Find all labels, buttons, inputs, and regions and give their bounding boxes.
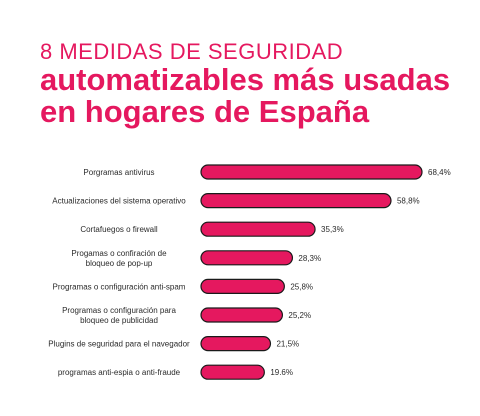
bar <box>200 278 285 294</box>
category-label: Cortafuegos o firewall <box>80 225 158 234</box>
bar <box>200 193 392 209</box>
bar-value-label: 21,5% <box>276 340 299 349</box>
bar-value-label: 58,8% <box>397 197 420 206</box>
category-label: programas anti-espia o anti-fraude <box>58 368 181 377</box>
category-label: Plugins de seguridad para el navegador <box>48 340 190 349</box>
title-line-3: en hogares de España <box>40 94 370 129</box>
category-label: Progamas o confiración de <box>71 249 167 258</box>
category-label: Programas o configuración anti-spam <box>53 282 186 291</box>
bar <box>200 307 284 323</box>
bar <box>200 164 423 180</box>
bar-value-label: 68,4% <box>428 168 451 177</box>
bar <box>200 250 294 266</box>
bar-value-label: 25,2% <box>288 311 311 320</box>
category-label: Actualizaciones del sistema operativo <box>52 197 186 206</box>
bar <box>200 221 316 237</box>
bar-value-label: 25,8% <box>290 282 313 291</box>
category-label: bloqueo de publicidad <box>80 316 158 325</box>
title-line-2: automatizables más usadas <box>40 62 451 97</box>
category-label: bloqueo de pop-up <box>86 259 153 268</box>
category-label: Porgramas antivirus <box>83 168 154 177</box>
chart-title: 8 MEDIDAS DE SEGURIDAD automatizables má… <box>40 40 450 128</box>
category-label: Programas o configuración para <box>62 306 176 315</box>
bar <box>200 336 272 352</box>
title-line-1: 8 MEDIDAS DE SEGURIDAD <box>40 39 344 64</box>
bar-value-label: 19.6% <box>270 368 293 377</box>
bar-value-label: 35,3% <box>321 225 344 234</box>
bar <box>200 364 265 380</box>
bar-value-label: 28,3% <box>298 254 321 263</box>
